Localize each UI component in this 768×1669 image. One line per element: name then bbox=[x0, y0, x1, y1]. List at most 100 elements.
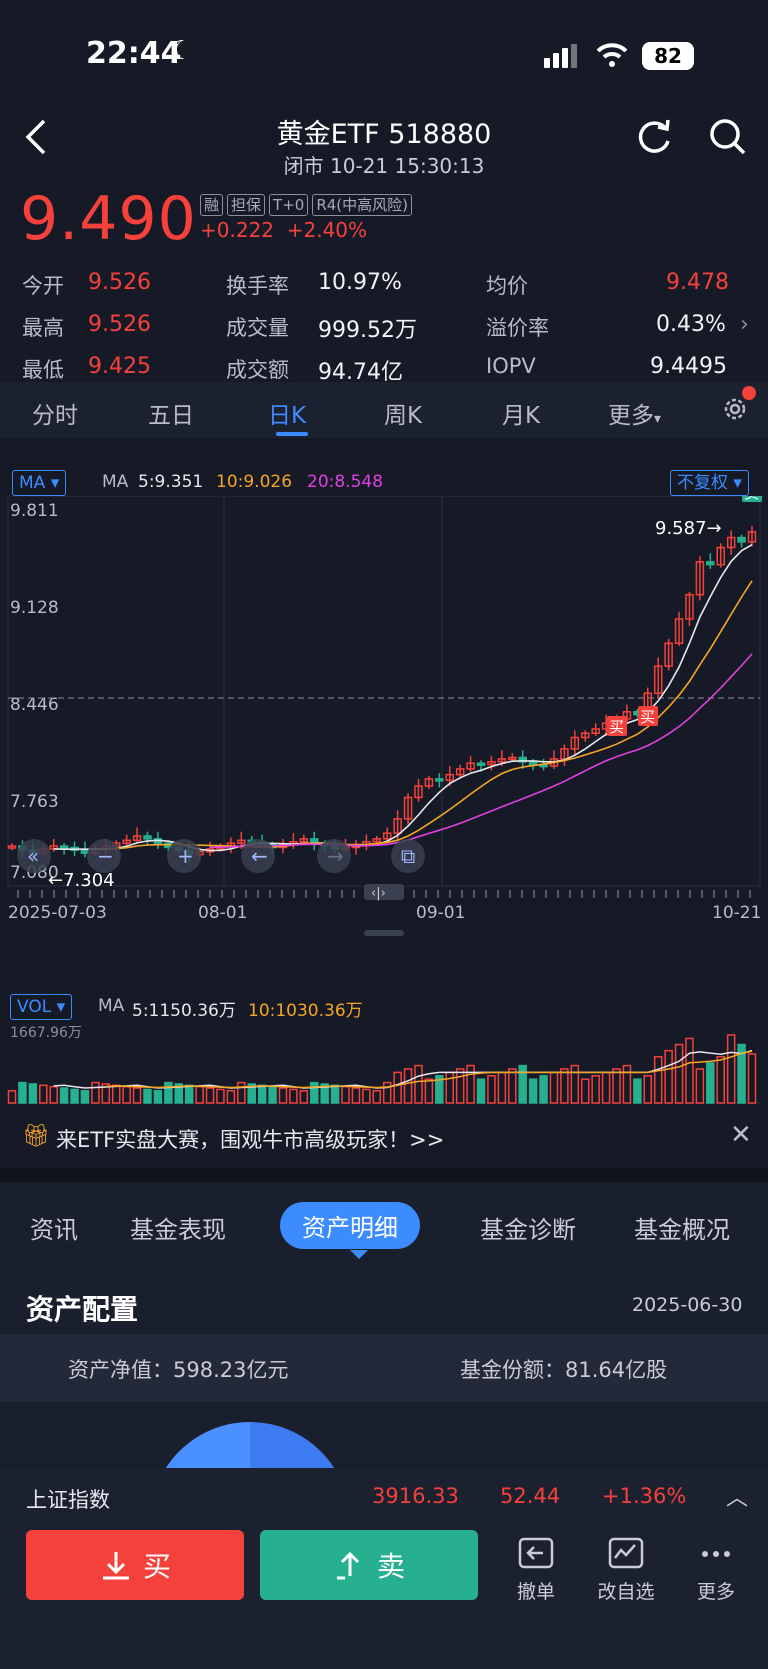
chart-control-button[interactable] bbox=[241, 839, 275, 873]
candle-body bbox=[706, 561, 715, 566]
volume-bar bbox=[393, 1071, 402, 1104]
caret-down-icon: ▾ bbox=[654, 411, 662, 427]
sell-marker-bg bbox=[742, 496, 762, 502]
volume-bar bbox=[330, 1084, 340, 1104]
stat-label: 成交额 bbox=[226, 358, 289, 382]
volume-bar bbox=[164, 1081, 173, 1104]
vol-ma10: 10:1030.36万 bbox=[248, 1001, 363, 1021]
edit-watchlist-button[interactable]: 改自选 bbox=[586, 1536, 666, 1604]
candle-body bbox=[7, 845, 17, 849]
volume-bar bbox=[539, 1075, 548, 1104]
cancel-order-label: 撤单 bbox=[516, 1581, 555, 1603]
refresh-icon[interactable] bbox=[634, 117, 674, 161]
chart-control-button[interactable] bbox=[87, 839, 121, 873]
sell-button[interactable]: 卖 bbox=[260, 1530, 478, 1600]
tab-monthly-k[interactable]: 月K bbox=[502, 403, 541, 429]
tab-weekly-k[interactable]: 周K bbox=[384, 403, 423, 429]
vol-max-label: 1667.96万 bbox=[10, 1025, 82, 1041]
battery-icon: 82 bbox=[642, 42, 694, 70]
volume-bar bbox=[612, 1068, 621, 1104]
volume-bar bbox=[685, 1037, 694, 1104]
stat-value: 999.52万 bbox=[318, 318, 417, 343]
chart-control-icon: « bbox=[27, 844, 39, 868]
buy-marker: 买 bbox=[609, 718, 624, 736]
volume-bar bbox=[706, 1062, 715, 1104]
volume-bar bbox=[299, 1090, 309, 1104]
tab-holdings[interactable]: 资产明细 bbox=[280, 1202, 420, 1249]
stat-label: 成交量 bbox=[226, 316, 289, 340]
back-icon[interactable] bbox=[24, 119, 48, 159]
triangle-down-icon: ▾ bbox=[733, 473, 742, 493]
candle-body bbox=[132, 835, 142, 842]
volume-bar bbox=[570, 1064, 580, 1104]
candle-body bbox=[455, 768, 465, 776]
volume-bar bbox=[49, 1085, 58, 1104]
tab-five-day[interactable]: 五日 bbox=[148, 403, 194, 429]
chevron-right-icon[interactable]: › bbox=[740, 312, 749, 337]
quote-tag: 融 bbox=[200, 194, 224, 216]
upload-arrow-icon bbox=[336, 1551, 360, 1580]
low-annotation: ←7.304 bbox=[48, 870, 115, 891]
quote-tag: 担保 bbox=[227, 194, 266, 216]
search-icon[interactable] bbox=[708, 117, 748, 161]
ma20-line bbox=[210, 653, 753, 848]
chevron-up-icon[interactable]: ︿ bbox=[726, 1486, 749, 1511]
settings-gear-icon[interactable] bbox=[720, 394, 750, 428]
tab-more-label: 更多 bbox=[608, 403, 654, 429]
summary-row: 资产净值：598.23亿元 基金份额：81.64亿股 bbox=[0, 1334, 768, 1402]
stat-value: 9.478 bbox=[666, 270, 729, 295]
tab-news[interactable]: 资讯 bbox=[30, 1216, 78, 1244]
active-tab-pointer bbox=[350, 1250, 368, 1259]
volume-bar bbox=[445, 1071, 454, 1104]
promo-banner[interactable]: 🎁︎ 来ETF实盘大赛，围观牛市高级玩家！>> ✕ bbox=[0, 1110, 768, 1168]
volume-bar bbox=[622, 1064, 632, 1104]
index-ticker-bar[interactable]: 上证指数 3916.33 52.44 +1.36% ︿ bbox=[0, 1468, 768, 1526]
vol-ma5-line bbox=[53, 1049, 753, 1089]
chart-control-button[interactable] bbox=[391, 839, 425, 873]
vol-selector[interactable]: VOL ▾ bbox=[10, 994, 73, 1020]
close-icon[interactable]: ✕ bbox=[730, 1120, 752, 1150]
stat-label: IOPV bbox=[486, 354, 536, 378]
tab-more[interactable]: 更多▾ bbox=[608, 396, 661, 430]
tab-overview[interactable]: 基金概况 bbox=[634, 1216, 730, 1244]
volume-bar bbox=[216, 1088, 225, 1104]
scroll-handle-icon: ‹|› bbox=[371, 886, 386, 901]
volume-bar bbox=[466, 1064, 475, 1104]
candle-body bbox=[737, 536, 746, 543]
gift-icon: 🎁︎ bbox=[22, 1124, 50, 1149]
scroll-handle bbox=[364, 884, 404, 900]
stat-label: 换手率 bbox=[226, 274, 289, 298]
volume-bar bbox=[80, 1090, 90, 1104]
volume-bar bbox=[414, 1064, 423, 1104]
candle-body bbox=[747, 531, 757, 543]
tab-performance[interactable]: 基金表现 bbox=[130, 1216, 226, 1244]
ma-selector[interactable]: MA ▾ bbox=[12, 470, 67, 496]
candle-body bbox=[560, 748, 569, 760]
cancel-order-button[interactable]: 撤单 bbox=[496, 1536, 576, 1604]
chart-control-button[interactable] bbox=[167, 839, 201, 873]
chart-control-button[interactable] bbox=[17, 839, 51, 873]
candle-body bbox=[508, 756, 517, 761]
stat-value: 10.97% bbox=[318, 270, 402, 295]
candlestick-chart[interactable]: 9.8119.1288.4467.7637.0809.587→←7.304买买卖… bbox=[0, 496, 768, 990]
volume-bar bbox=[59, 1087, 69, 1104]
status-time: 22:44 bbox=[86, 36, 182, 71]
buy-button[interactable]: 买 bbox=[26, 1530, 244, 1600]
download-arrow-icon bbox=[102, 1552, 129, 1580]
candle-body bbox=[382, 832, 392, 840]
volume-bar bbox=[195, 1085, 204, 1104]
tab-intraday[interactable]: 分时 bbox=[32, 403, 78, 429]
chart-control-button[interactable] bbox=[317, 839, 351, 873]
candle-body bbox=[695, 561, 705, 596]
tab-daily-k[interactable]: 日K bbox=[268, 403, 307, 429]
more-button[interactable]: 更多 bbox=[676, 1536, 756, 1604]
candle-body bbox=[299, 838, 309, 843]
tab-diagnosis[interactable]: 基金诊断 bbox=[480, 1216, 576, 1244]
y-tick-label: 9.128 bbox=[10, 598, 59, 618]
ma-legend-bar: MA ▾ MA 5:9.351 10:9.026 20:8.548 不复权 ▾ bbox=[0, 466, 768, 496]
stat-label[interactable]: 溢价率 bbox=[486, 316, 549, 340]
x-tick-label: 08-01 bbox=[198, 903, 247, 923]
current-price: 9.490 bbox=[20, 184, 197, 254]
adjust-selector[interactable]: 不复权 ▾ bbox=[670, 470, 749, 496]
edit-watchlist-label: 改自选 bbox=[597, 1581, 655, 1603]
